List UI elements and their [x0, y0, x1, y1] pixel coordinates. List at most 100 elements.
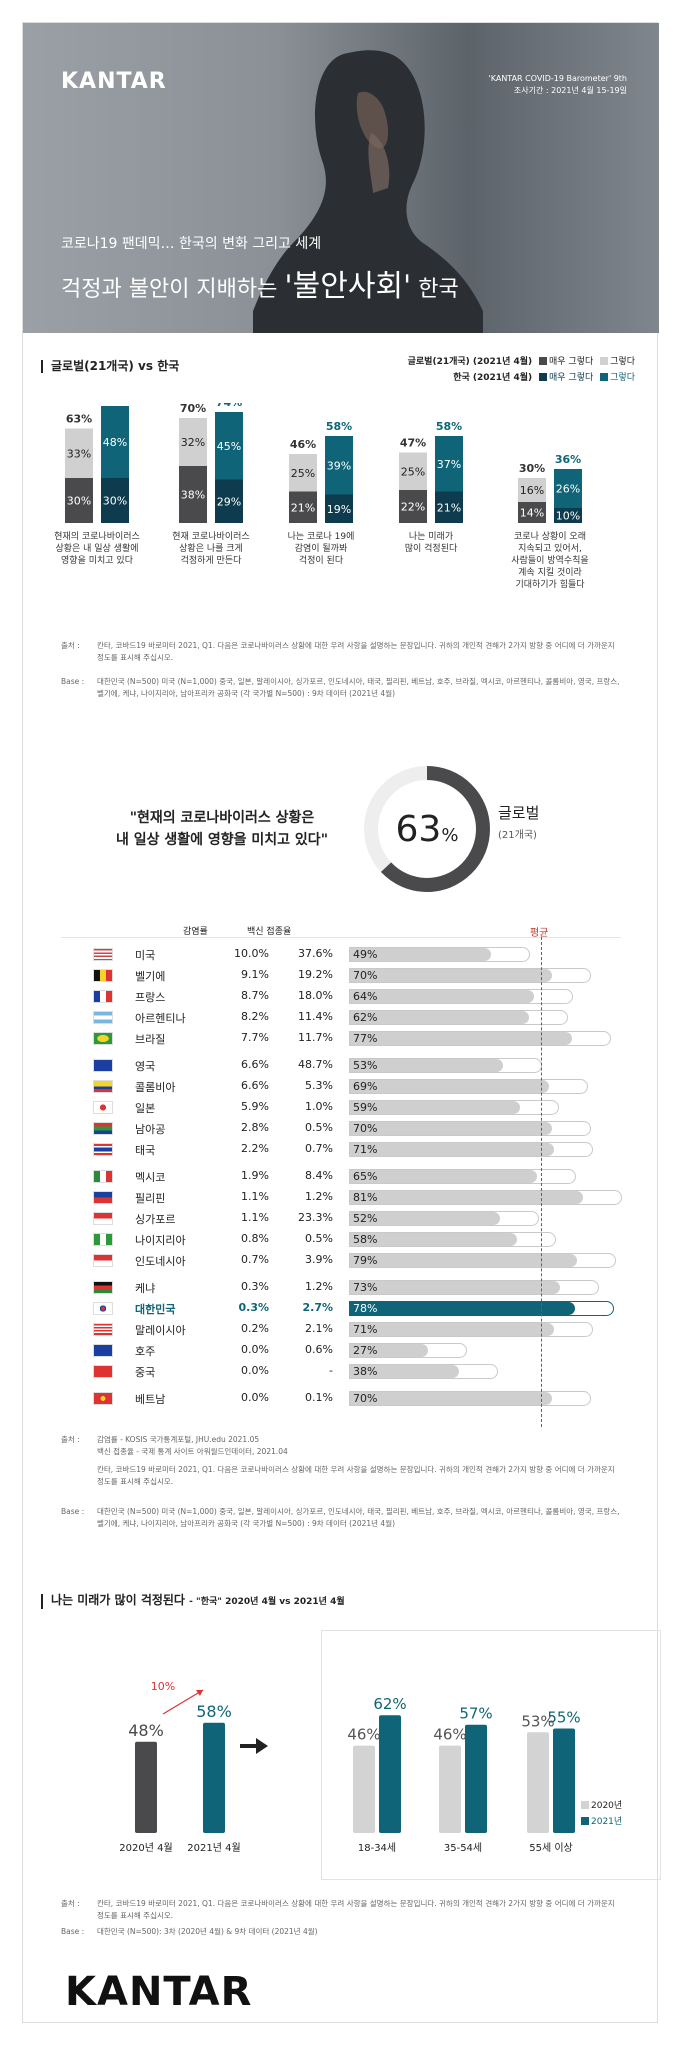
percent-bar-track: 64% — [349, 989, 593, 1004]
flag-icon — [93, 1191, 113, 1204]
section3-legend: 2020년 2021년 — [581, 1798, 622, 1830]
flag-icon — [93, 1080, 113, 1093]
bar-chart-korea-2020-vs-2021: 48% 2020년 4월 58% 2021년 4월 10% — [119, 1680, 240, 1854]
bar-segment-yes — [289, 454, 317, 492]
bar-segment-yes — [179, 418, 207, 466]
donut-value: 63% — [396, 809, 459, 850]
country-name: 베트남 — [135, 1393, 166, 1406]
country-row: 베트남 0.0% 0.1% 70% — [73, 1388, 593, 1408]
infection-rate: 0.3% — [241, 1280, 269, 1293]
data-label-total: 36% — [555, 453, 581, 466]
survey-meta: 'KANTAR COVID-19 Barometer' 9th 조사기간 : 2… — [489, 73, 627, 97]
flag-icon — [93, 1323, 113, 1336]
bar — [465, 1724, 487, 1833]
percent-bar: 81% — [349, 1190, 623, 1205]
infection-rate: 8.2% — [241, 1010, 269, 1023]
bar — [527, 1732, 549, 1833]
kantar-footer-logo: KANTAR — [65, 1969, 253, 2015]
data-label-yes: 48% — [103, 436, 127, 449]
bar-segment-very — [65, 478, 93, 523]
percent-bar-track: 53% — [349, 1058, 593, 1073]
country-name: 일본 — [135, 1102, 156, 1115]
data-label-very: 30% — [103, 495, 127, 508]
data-label: 58% — [196, 1702, 232, 1721]
bar-segment-yes — [399, 452, 427, 490]
data-label-yes: 32% — [181, 436, 205, 449]
percent-bar: 70% — [349, 968, 591, 983]
infection-rate: 0.0% — [241, 1343, 269, 1356]
vaccine-rate: 3.9% — [305, 1253, 333, 1266]
change-annotation: 10% — [151, 1680, 175, 1693]
bar-segment-very — [435, 491, 463, 523]
percent-label: 38% — [353, 1365, 378, 1378]
section2-base-label: Base : — [61, 1507, 85, 1516]
bar-segment-very — [215, 479, 243, 523]
country-row: 필리핀 1.1% 1.2% 81% — [73, 1187, 623, 1207]
percent-label: 71% — [353, 1323, 378, 1336]
infection-rate: 5.9% — [241, 1100, 269, 1113]
percent-bar-fill — [350, 1122, 552, 1135]
percent-bar-fill — [350, 1344, 428, 1357]
vaccine-rate: 0.6% — [305, 1343, 333, 1356]
section2-source-text3: 칸타, 코바드19 바로미터 2021, Q1. 다음은 코로나바이러스 상황에… — [97, 1465, 615, 1486]
category-label: 35-54세 — [444, 1842, 482, 1854]
donut-legend: 글로벌 (21개국) — [498, 803, 539, 846]
bar-segment-very — [554, 508, 582, 523]
meta-barometer: 'KANTAR COVID-19 Barometer' 9th — [488, 74, 627, 83]
percent-bar-fill — [350, 1011, 529, 1024]
country-name: 싱가포르 — [135, 1213, 176, 1226]
percent-bar-fill — [350, 1302, 575, 1315]
percent-bar-track: 65% — [349, 1169, 593, 1184]
percent-bar-track: 70% — [349, 1391, 593, 1406]
donut-sub: (21개국) — [498, 830, 537, 841]
hero-title-post: 한국 — [418, 277, 459, 302]
vaccine-rate: 11.4% — [298, 1010, 333, 1023]
hero-title: 걱정과 불안이 지배하는 '불안사회' 한국 — [61, 261, 459, 305]
section2-source-text2: 백신 접종율 - 국제 통계 사이트 아워월드인데이터, 2021.04 — [97, 1447, 288, 1456]
percent-bar-fill — [350, 1392, 552, 1405]
percent-label: 81% — [353, 1191, 378, 1204]
vaccine-rate: 1.2% — [305, 1190, 333, 1203]
data-label-yes: 33% — [67, 447, 91, 460]
data-label-very: 30% — [67, 495, 91, 508]
data-label: 55% — [547, 1709, 580, 1727]
data-label-very: 10% — [556, 510, 580, 523]
country-row: 대한민국 0.3% 2.7% 78% — [73, 1298, 614, 1318]
bar-segment-yes — [101, 406, 129, 478]
vaccine-rate: 1.2% — [305, 1280, 333, 1293]
legend-korea-row: 한국 (2021년 4월) 매우 그렇다 그렇다 — [408, 370, 635, 386]
section1-legend: 글로벌(21개국) (2021년 4월) 매우 그렇다 그렇다 한국 (2021… — [408, 354, 635, 386]
hero-subtitle: 코로나19 팬데믹… 한국의 변화 그리고 세계 — [61, 236, 322, 252]
percent-bar: 58% — [349, 1232, 556, 1247]
bar-segment-very — [289, 491, 317, 523]
age-breakdown-box — [321, 1630, 661, 1880]
flag-icon — [93, 990, 113, 1003]
vaccine-rate: 0.5% — [305, 1232, 333, 1245]
flag-icon — [93, 1122, 113, 1135]
category-label: 현재의 코로나바이러스 상황은 내 일상 생활에 영향을 미치고 있다 — [54, 531, 140, 566]
percent-bar-fill — [350, 1059, 503, 1072]
data-label-very: 38% — [181, 489, 205, 502]
section2-source-label: 출처 : — [61, 1435, 80, 1444]
percent-bar-track: 70% — [349, 1121, 593, 1136]
category-label: 현재 코로나바이러스 상황은 나를 크게 걱정하게 만든다 — [172, 531, 249, 566]
data-label-yes: 37% — [437, 458, 461, 471]
percent-bar-fill — [350, 1233, 517, 1246]
flag-icon — [93, 1032, 113, 1045]
quote-line2: 내 일상 생활에 영향을 미치고 있다" — [116, 832, 328, 848]
hero-banner: KANTAR 'KANTAR COVID-19 Barometer' 9th 조… — [23, 23, 659, 333]
bar-segment-very — [518, 502, 546, 523]
country-name: 중국 — [135, 1366, 156, 1379]
percent-bar: 73% — [349, 1280, 600, 1295]
country-row: 남아공 2.8% 0.5% 70% — [73, 1118, 593, 1138]
vaccine-rate: 48.7% — [298, 1058, 333, 1071]
bar-segment-very — [399, 490, 427, 523]
infection-rate: 6.6% — [241, 1058, 269, 1071]
country-row: 프랑스 8.7% 18.0% 64% — [73, 986, 593, 1006]
percent-bar: 27% — [349, 1343, 467, 1358]
bar — [135, 1741, 157, 1833]
bar-segment-yes — [518, 478, 546, 502]
country-name: 미국 — [135, 949, 156, 962]
country-name: 필리핀 — [135, 1192, 166, 1205]
vaccine-rate: 2.7% — [302, 1301, 333, 1314]
